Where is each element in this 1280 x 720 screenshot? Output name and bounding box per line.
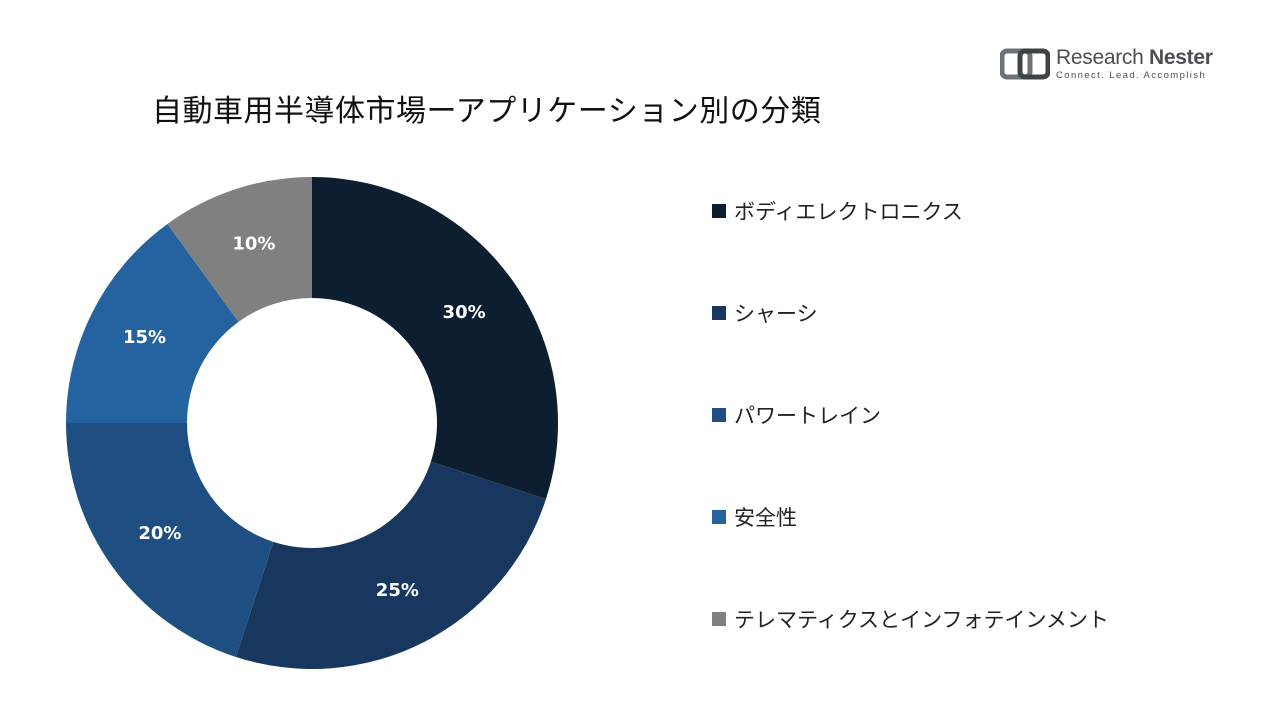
legend-item: テレマティクスとインフォテインメント [712,604,1109,634]
legend-swatch [712,204,726,218]
legend-item: パワートレイン [712,400,1109,430]
legend-item: ボディエレクトロニクス [712,196,1109,226]
legend-swatch [712,306,726,320]
donut-slice [235,461,546,669]
legend-item: シャーシ [712,298,1109,328]
chart-title: 自動車用半導体市場ーアプリケーション別の分類 [152,94,822,129]
logo-icon [1000,48,1050,80]
slice-data-label: 30% [443,302,486,323]
research-nester-logo: Research Nester Connect. Lead. Accomplis… [1000,46,1213,82]
donut-slice [66,223,239,423]
legend-label: 安全性 [734,506,797,530]
legend-label: シャーシ [734,302,818,326]
legend-item: 安全性 [712,502,1109,532]
donut-slice [167,177,312,322]
legend-swatch [712,510,726,524]
logo-name: Research Nester [1056,46,1213,70]
slice-data-label: 15% [123,327,166,348]
donut-chart: 30% 25% 20% 15% 10% [65,177,558,669]
legend-swatch [712,612,726,626]
chart-legend: ボディエレクトロニクス シャーシパワートレイン 安全性テレマティクスとインフォテイン… [712,196,1109,706]
donut-slice [65,423,274,657]
slice-data-label: 10% [232,234,275,255]
legend-label: ボディエレクトロニクス [734,200,963,224]
slice-data-label: 25% [376,580,419,601]
slice-data-label: 20% [138,523,181,544]
logo-tagline: Connect. Lead. Accomplish [1056,70,1207,82]
legend-label: テレマティクスとインフォテインメント [734,608,1109,632]
donut-slice [312,177,558,500]
legend-swatch [712,408,726,422]
legend-label: パワートレイン [734,404,881,428]
